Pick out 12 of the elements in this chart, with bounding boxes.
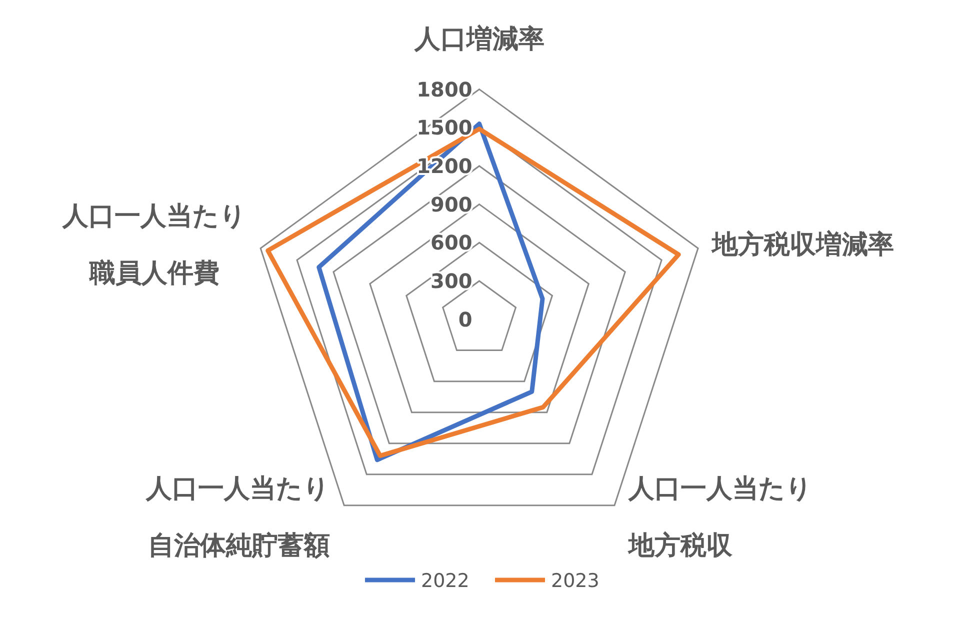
y-tick-label: 900 bbox=[430, 192, 472, 216]
spoke-label: 人口一人当たり地方税収 bbox=[627, 474, 812, 561]
y-tick-label: 0 bbox=[458, 307, 472, 332]
y-tick-label: 300 bbox=[430, 268, 472, 293]
y-tick-label: 600 bbox=[430, 230, 472, 255]
y-tick-label: 1800 bbox=[416, 77, 472, 102]
spoke-label: 人口一人当たり職員人件費 bbox=[62, 202, 247, 289]
spoke-label: 地方税収増減率 bbox=[711, 229, 894, 260]
legend-label: 2023 bbox=[551, 570, 600, 592]
spoke-label: 人口増減率 bbox=[413, 23, 544, 54]
legend-label: 2022 bbox=[421, 570, 470, 592]
spoke-label: 人口一人当たり自治体純貯蓄額 bbox=[145, 474, 330, 561]
